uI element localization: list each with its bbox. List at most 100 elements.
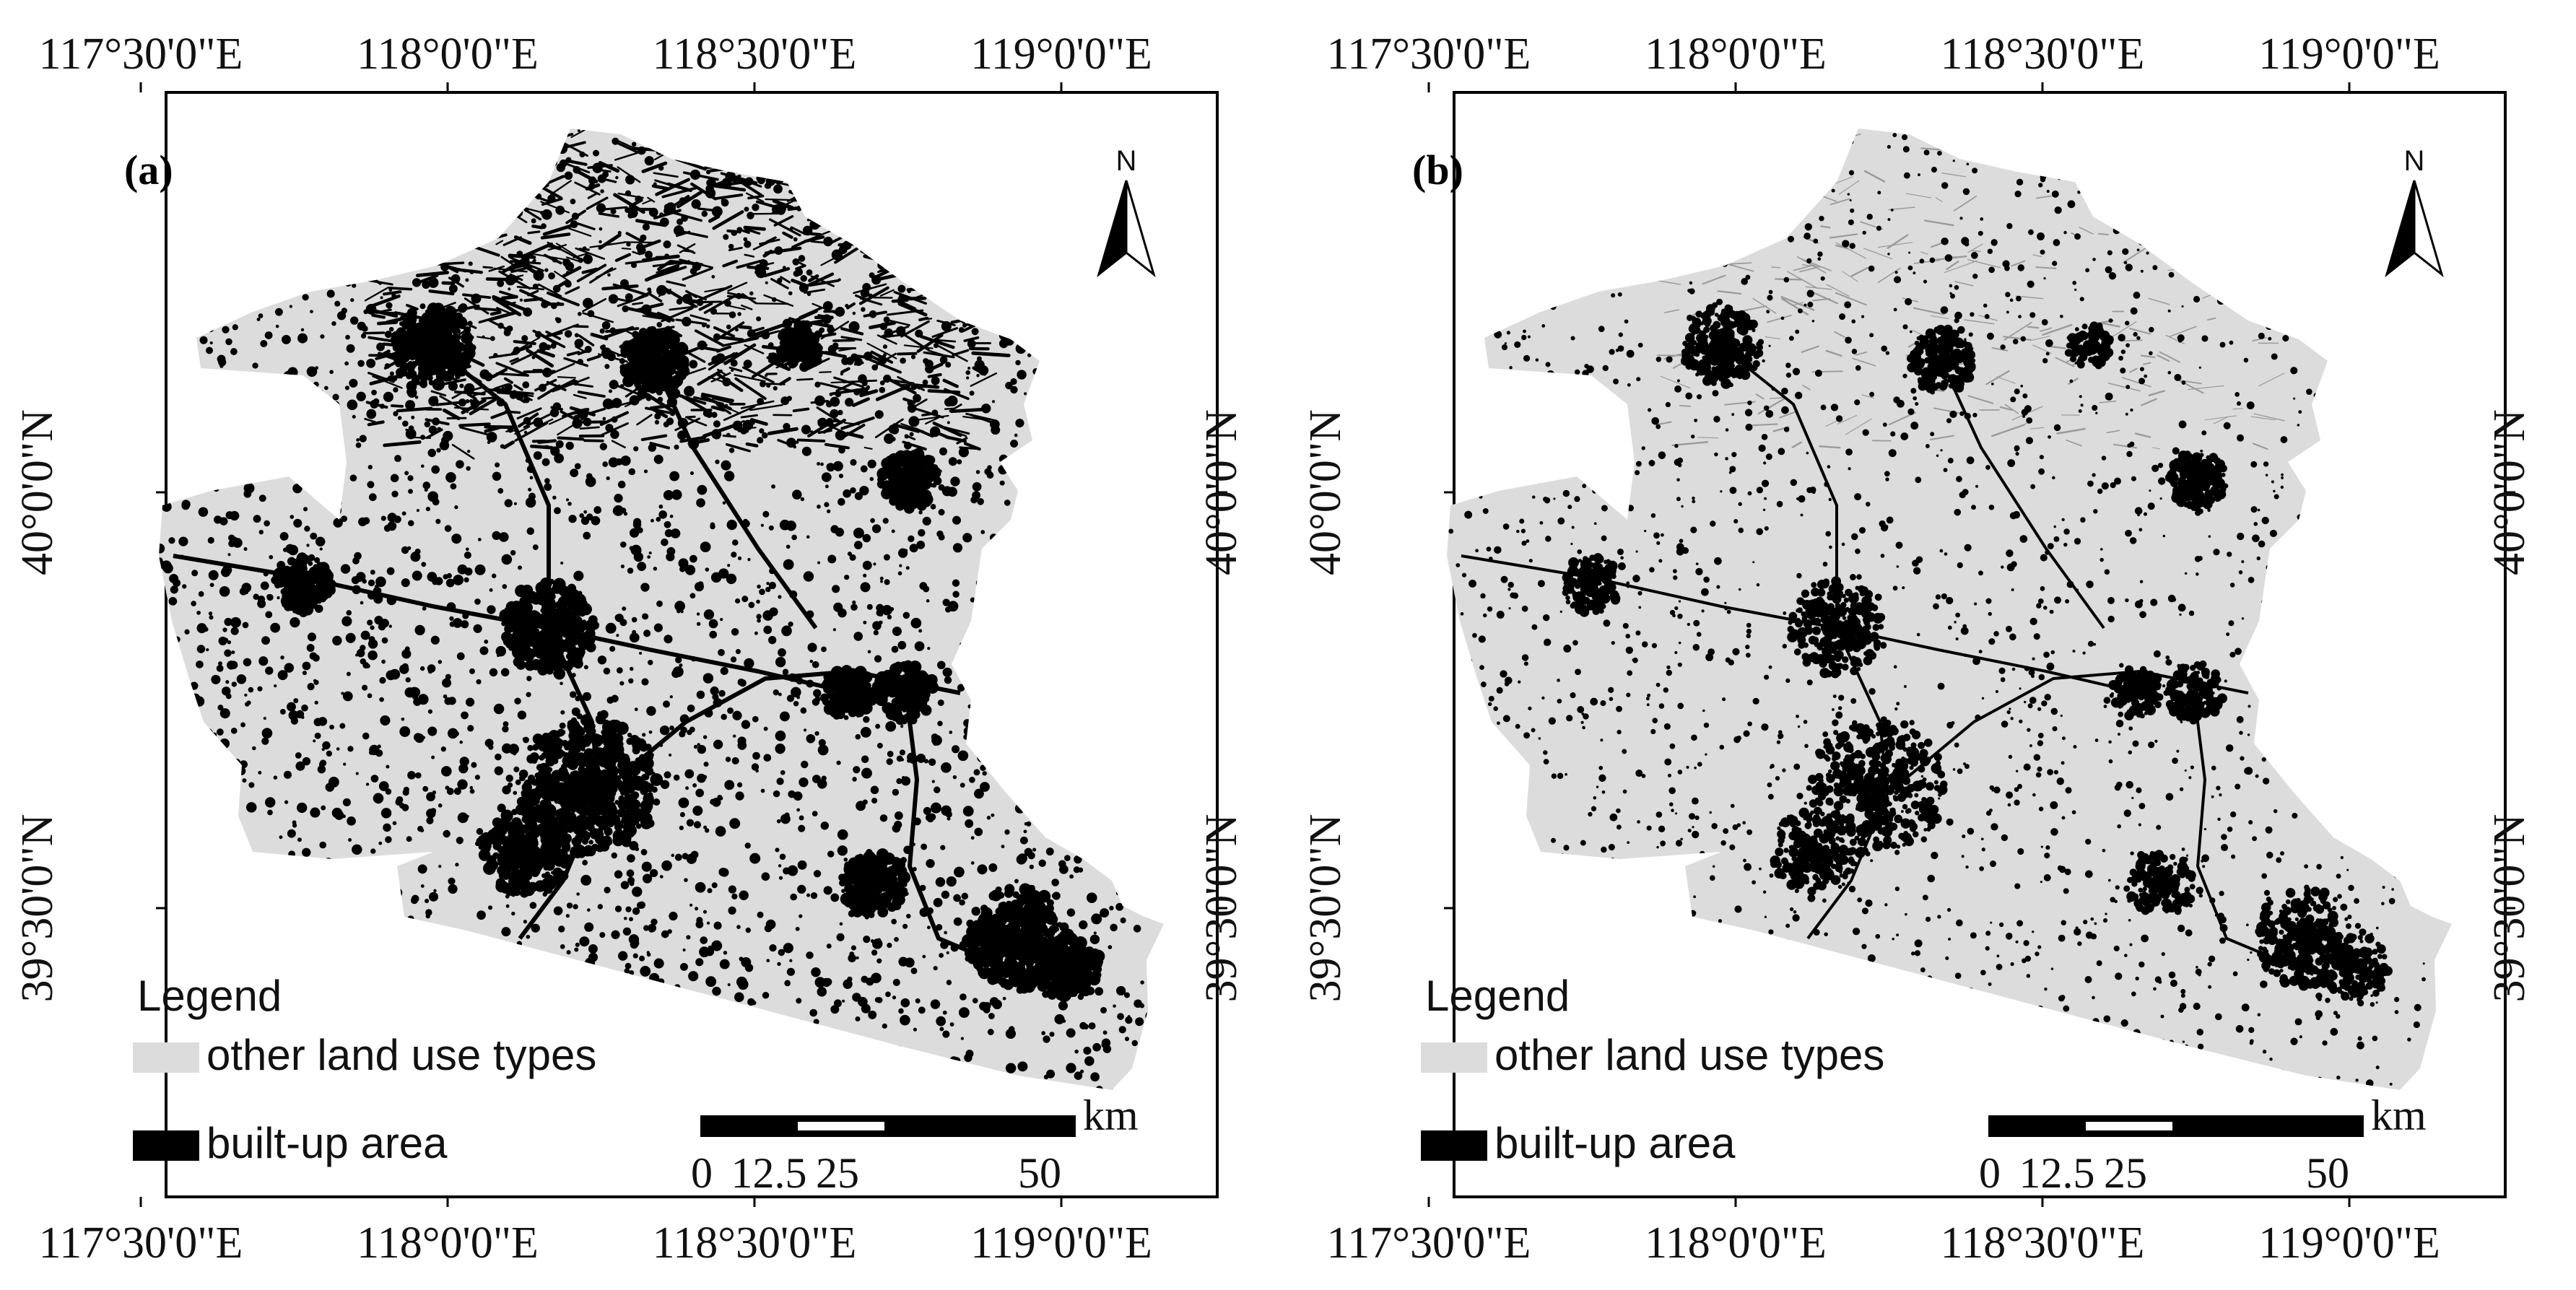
settlement-dot (827, 554, 837, 564)
terrain-stroke (546, 291, 580, 307)
settlement-dot (1058, 860, 1066, 868)
urban-patch (425, 309, 431, 315)
settlement-dot (378, 622, 386, 631)
settlement-dot (605, 622, 617, 634)
settlement-dot (599, 932, 606, 938)
settlement-dot (1123, 992, 1130, 998)
settlement-dot (689, 903, 693, 907)
settlement-dot (682, 948, 686, 952)
settlement-dot (840, 372, 844, 376)
settlement-dot (687, 704, 695, 712)
settlement-dot (560, 681, 563, 686)
settlement-dot (207, 536, 214, 544)
settlement-dot (883, 374, 892, 383)
settlement-dot (706, 179, 714, 187)
settlement-dot (910, 967, 918, 975)
settlement-dot (933, 741, 937, 746)
settlement-dot (629, 395, 640, 406)
settlement-dot (614, 493, 623, 503)
settlement-dot (695, 920, 704, 928)
terrain-stroke (516, 285, 545, 291)
settlement-dot (370, 775, 379, 783)
settlement-dot (799, 777, 809, 788)
settlement-dot (663, 520, 671, 528)
settlement-dot (677, 418, 689, 429)
settlement-dot (265, 666, 274, 675)
urban-patch (405, 317, 417, 328)
settlement-dot (261, 636, 270, 645)
settlement-dot (957, 750, 969, 762)
settlement-dot (712, 986, 721, 996)
settlement-dot (806, 269, 813, 276)
terrain-stroke (869, 358, 902, 374)
settlement-dot (378, 781, 389, 791)
settlement-dot (225, 680, 230, 684)
terrain-stroke (648, 292, 663, 302)
settlement-dot (245, 802, 257, 813)
settlement-dot (230, 727, 238, 734)
settlement-dot (222, 565, 232, 575)
settlement-dot (466, 814, 469, 818)
settlement-dot (361, 325, 368, 332)
settlement-dot (474, 598, 481, 605)
settlement-dot (586, 513, 593, 520)
settlement-dot (705, 188, 716, 199)
settlement-dot (990, 419, 1000, 430)
settlement-dot (1058, 1001, 1069, 1011)
settlement-dot (159, 543, 165, 554)
terrain-stroke (903, 344, 934, 349)
settlement-dot (973, 769, 980, 776)
settlement-dot (625, 207, 631, 214)
settlement-dot (384, 331, 392, 339)
settlement-dot (310, 310, 313, 314)
settlement-dot (634, 707, 638, 712)
settlement-dot (526, 934, 531, 939)
settlement-dot (947, 816, 951, 821)
settlement-dot (341, 308, 348, 314)
settlement-dot (343, 762, 347, 766)
settlement-dot (671, 853, 674, 858)
urban-patch (445, 350, 454, 359)
settlement-dot (763, 726, 768, 731)
settlement-dot (159, 620, 163, 626)
settlement-dot (825, 401, 832, 408)
settlement-dot (788, 291, 793, 296)
settlement-dot (599, 227, 603, 231)
terrain-stroke (650, 406, 669, 419)
settlement-dot (450, 483, 457, 490)
terrain-stroke (824, 443, 850, 450)
terrain-stroke (792, 407, 810, 413)
settlement-dot (795, 440, 799, 444)
terrain-stroke (970, 414, 996, 425)
settlement-dot (871, 798, 878, 804)
settlement-dot (947, 421, 950, 424)
settlement-dot (643, 629, 651, 637)
settlement-dot (696, 690, 705, 700)
settlement-dot (936, 1016, 947, 1027)
settlement-dot (392, 821, 397, 826)
settlement-dot (630, 544, 642, 556)
terrain-stroke (728, 305, 746, 310)
settlement-dot (807, 642, 817, 653)
terrain-stroke (902, 333, 930, 352)
settlement-dot (489, 668, 498, 677)
settlement-dot (874, 410, 884, 419)
settlement-dot (904, 957, 915, 968)
settlement-dot (975, 470, 980, 474)
settlement-dot (1095, 987, 1104, 996)
terrain-stroke (651, 184, 669, 191)
settlement-dot (428, 892, 439, 902)
settlement-dot (476, 679, 482, 685)
terrain-stroke (636, 414, 653, 426)
settlement-dot (627, 567, 634, 574)
settlement-dot (339, 723, 346, 729)
settlement-dot (852, 311, 856, 315)
settlement-dot (573, 570, 584, 581)
settlement-dot (274, 684, 277, 688)
settlement-dot (806, 893, 811, 897)
settlement-dot (663, 240, 671, 249)
settlement-dot (715, 459, 720, 464)
settlement-dot (891, 918, 897, 925)
settlement-dot (793, 445, 796, 449)
settlement-dot (894, 811, 903, 820)
